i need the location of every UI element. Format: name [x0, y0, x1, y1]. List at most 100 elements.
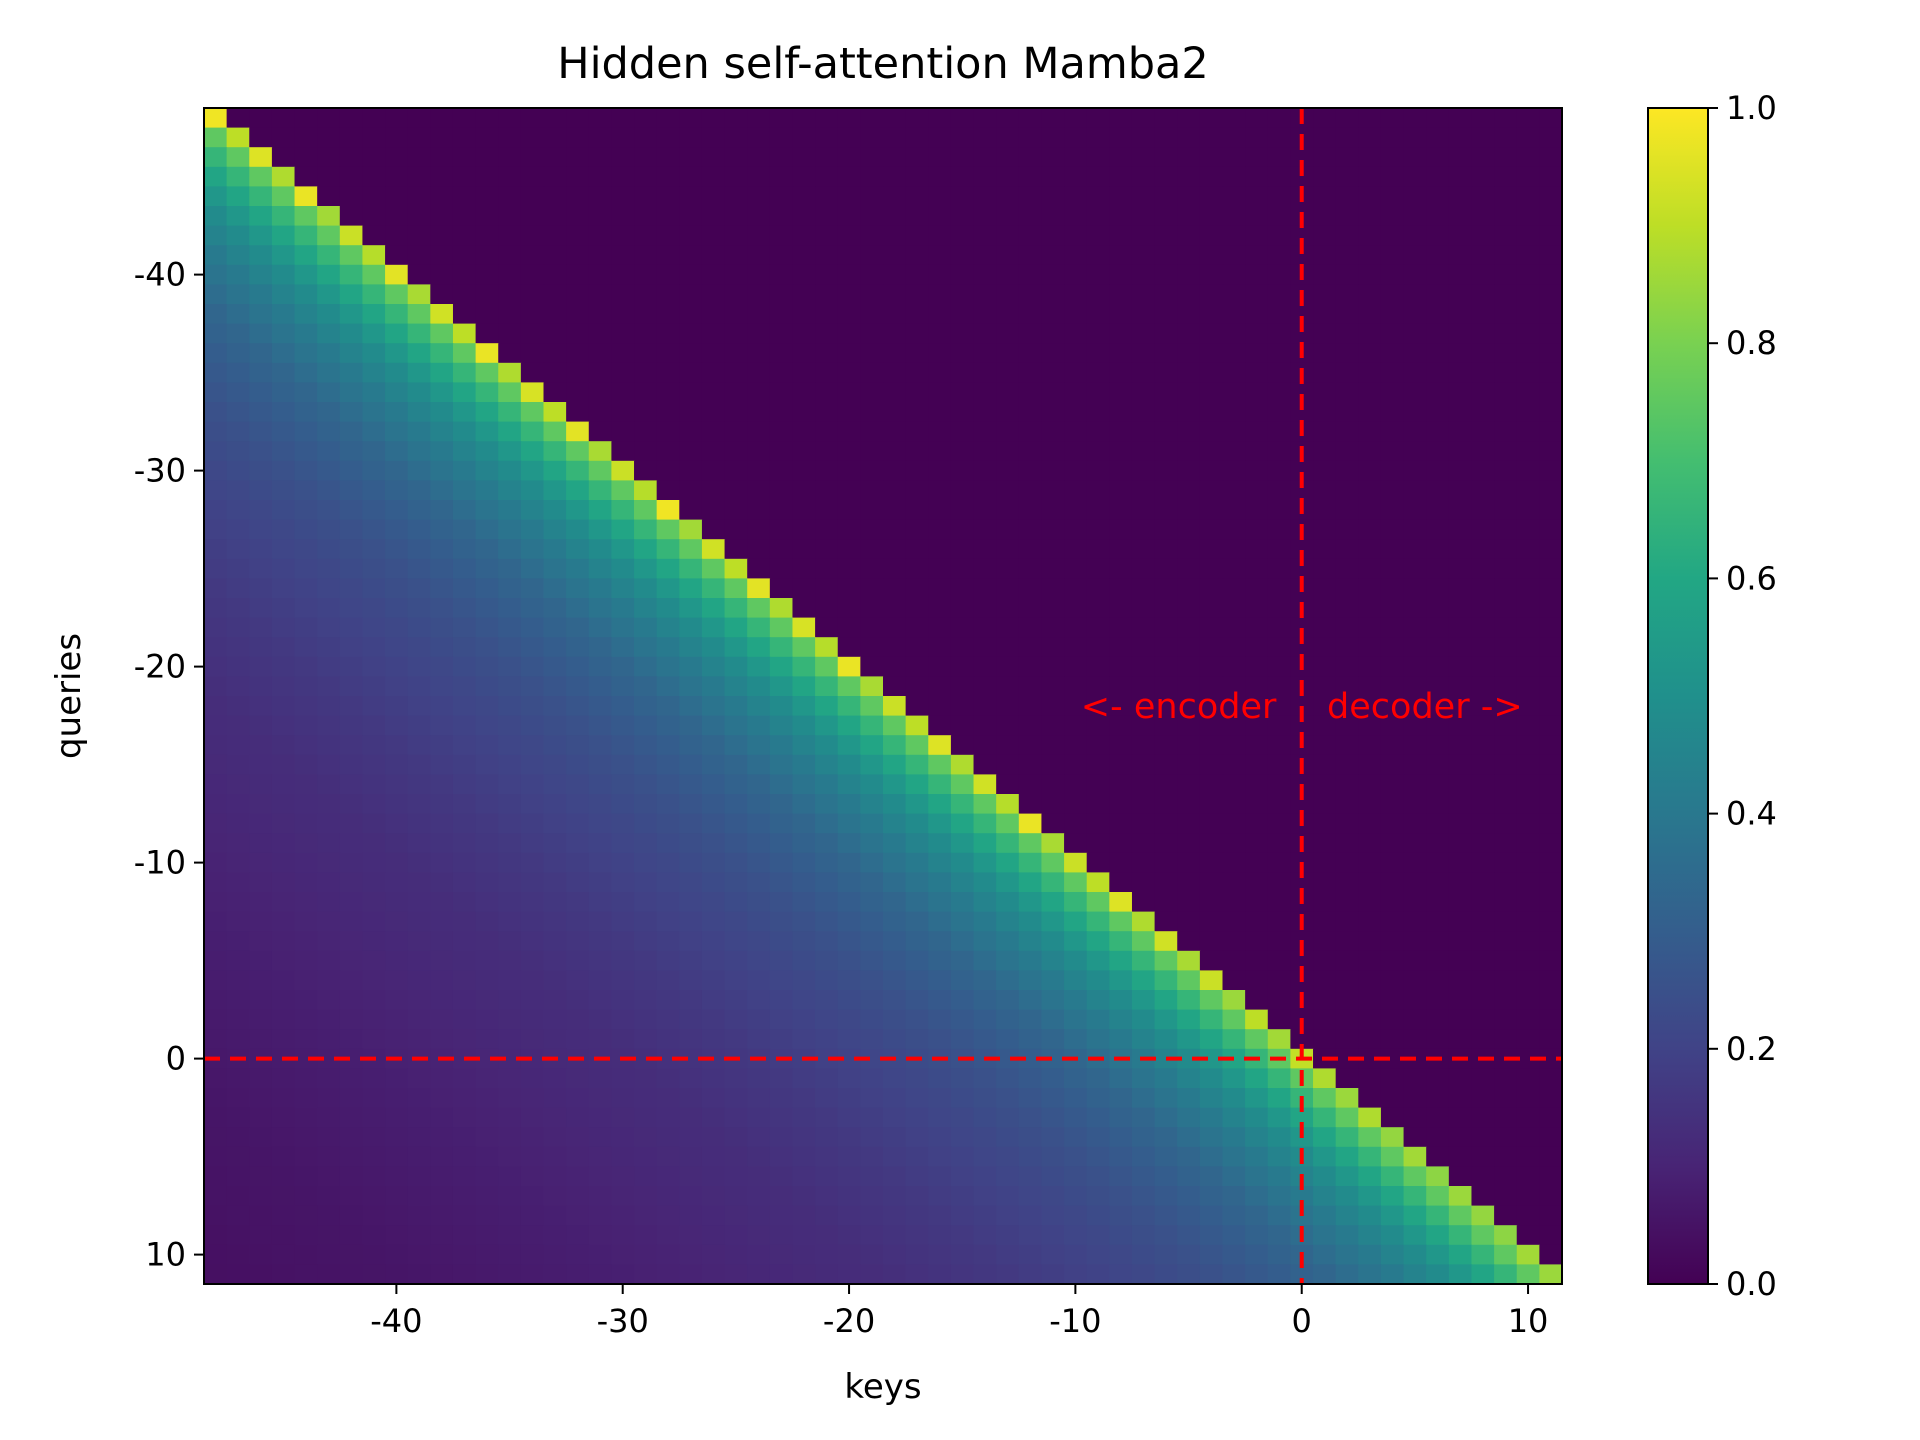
heatmap-cell	[1064, 323, 1088, 344]
heatmap-cell	[452, 754, 477, 775]
heatmap-cell	[769, 539, 794, 560]
heatmap-cell	[883, 735, 907, 756]
heatmap-cell	[475, 1244, 499, 1265]
heatmap-cell	[520, 186, 545, 207]
heatmap-cell	[1086, 186, 1110, 207]
heatmap-cell	[430, 617, 454, 638]
heatmap-cell	[226, 990, 250, 1011]
heatmap-cell	[475, 696, 499, 717]
heatmap-cell	[588, 970, 612, 991]
heatmap-cell	[520, 852, 545, 873]
heatmap-cell	[1267, 519, 1291, 540]
heatmap-cell	[928, 950, 952, 971]
heatmap-cell	[837, 1166, 861, 1187]
heatmap-cell	[1222, 539, 1246, 560]
heatmap-cell	[815, 225, 839, 246]
heatmap-cell	[1539, 539, 1563, 560]
heatmap-cell	[339, 911, 364, 932]
heatmap-cell	[294, 852, 318, 873]
heatmap-cell	[724, 578, 748, 599]
heatmap-cell	[634, 323, 658, 344]
heatmap-cell	[1086, 892, 1110, 913]
heatmap-cell	[1018, 245, 1043, 266]
heatmap-cell	[1358, 813, 1382, 834]
heatmap-cell	[1290, 794, 1314, 815]
heatmap-cell	[1154, 794, 1178, 815]
heatmap-cell	[1177, 1088, 1201, 1109]
heatmap-cell	[1358, 1029, 1382, 1050]
heatmap-cell	[905, 500, 929, 521]
heatmap-cell	[1222, 676, 1246, 697]
heatmap-cell	[317, 304, 341, 325]
y-tick-label: 10	[145, 1236, 186, 1274]
heatmap-cell	[543, 970, 567, 991]
heatmap-cell	[724, 833, 748, 854]
heatmap-cell	[339, 558, 364, 579]
heatmap-cell	[1516, 990, 1540, 1011]
heatmap-cell	[905, 225, 929, 246]
heatmap-cell	[1064, 147, 1088, 168]
heatmap-cell	[1267, 754, 1291, 775]
heatmap-cell	[815, 1166, 839, 1187]
heatmap-cell	[271, 774, 296, 795]
heatmap-cell	[928, 1146, 952, 1167]
heatmap-cell	[1109, 833, 1133, 854]
colorbar-frame	[1647, 107, 1709, 1285]
heatmap-cell	[271, 362, 296, 383]
heatmap-cell	[928, 911, 952, 932]
heatmap-cell	[1539, 637, 1563, 658]
heatmap-cell	[1403, 284, 1427, 305]
heatmap-cell	[1403, 813, 1427, 834]
heatmap-cell	[724, 1029, 748, 1050]
heatmap-cell	[860, 1205, 884, 1226]
heatmap-cell	[249, 362, 273, 383]
heatmap-cell	[1380, 402, 1405, 423]
heatmap-cell	[1471, 656, 1495, 677]
heatmap-cell	[860, 970, 884, 991]
heatmap-cell	[226, 1186, 250, 1207]
heatmap-cell	[362, 892, 386, 913]
heatmap-cell	[1471, 1107, 1495, 1128]
heatmap-cell	[634, 500, 658, 521]
heatmap-cell	[1154, 735, 1178, 756]
heatmap-cell	[1222, 1048, 1246, 1069]
heatmap-cell	[1041, 382, 1065, 403]
heatmap-cell	[1018, 852, 1043, 873]
heatmap-cell	[362, 735, 386, 756]
heatmap-cell	[1426, 1244, 1450, 1265]
heatmap-cell	[249, 460, 273, 481]
heatmap-cell	[407, 970, 431, 991]
heatmap-cell	[588, 911, 612, 932]
heatmap-cell	[294, 1127, 318, 1148]
heatmap-cell	[1426, 284, 1450, 305]
heatmap-cell	[1041, 1205, 1065, 1226]
heatmap-cell	[792, 892, 816, 913]
heatmap-cell	[1403, 421, 1427, 442]
heatmap-cell	[656, 1088, 680, 1109]
heatmap-cell	[1380, 519, 1405, 540]
heatmap-cell	[950, 500, 975, 521]
heatmap-cell	[294, 617, 318, 638]
heatmap-cell	[611, 108, 635, 129]
heatmap-cell	[1335, 362, 1359, 383]
heatmap-cell	[1245, 950, 1269, 971]
y-tick-label: -30	[134, 452, 186, 490]
heatmap-cell	[815, 1244, 839, 1265]
heatmap-cell	[1403, 166, 1427, 187]
heatmap-cell	[837, 421, 861, 442]
heatmap-cell	[430, 1088, 454, 1109]
heatmap-cell	[973, 186, 997, 207]
heatmap-cell	[1154, 774, 1178, 795]
heatmap-cell	[1199, 186, 1224, 207]
heatmap-cell	[1358, 1146, 1382, 1167]
heatmap-cell	[271, 696, 296, 717]
heatmap-cell	[1267, 304, 1291, 325]
heatmap-cell	[430, 1205, 454, 1226]
heatmap-cell	[452, 323, 477, 344]
heatmap-cell	[792, 1068, 816, 1089]
heatmap-cell	[520, 1107, 545, 1128]
heatmap-cell	[249, 833, 273, 854]
heatmap-cell	[973, 519, 997, 540]
heatmap-cell	[271, 1107, 296, 1128]
heatmap-cell	[1403, 637, 1427, 658]
